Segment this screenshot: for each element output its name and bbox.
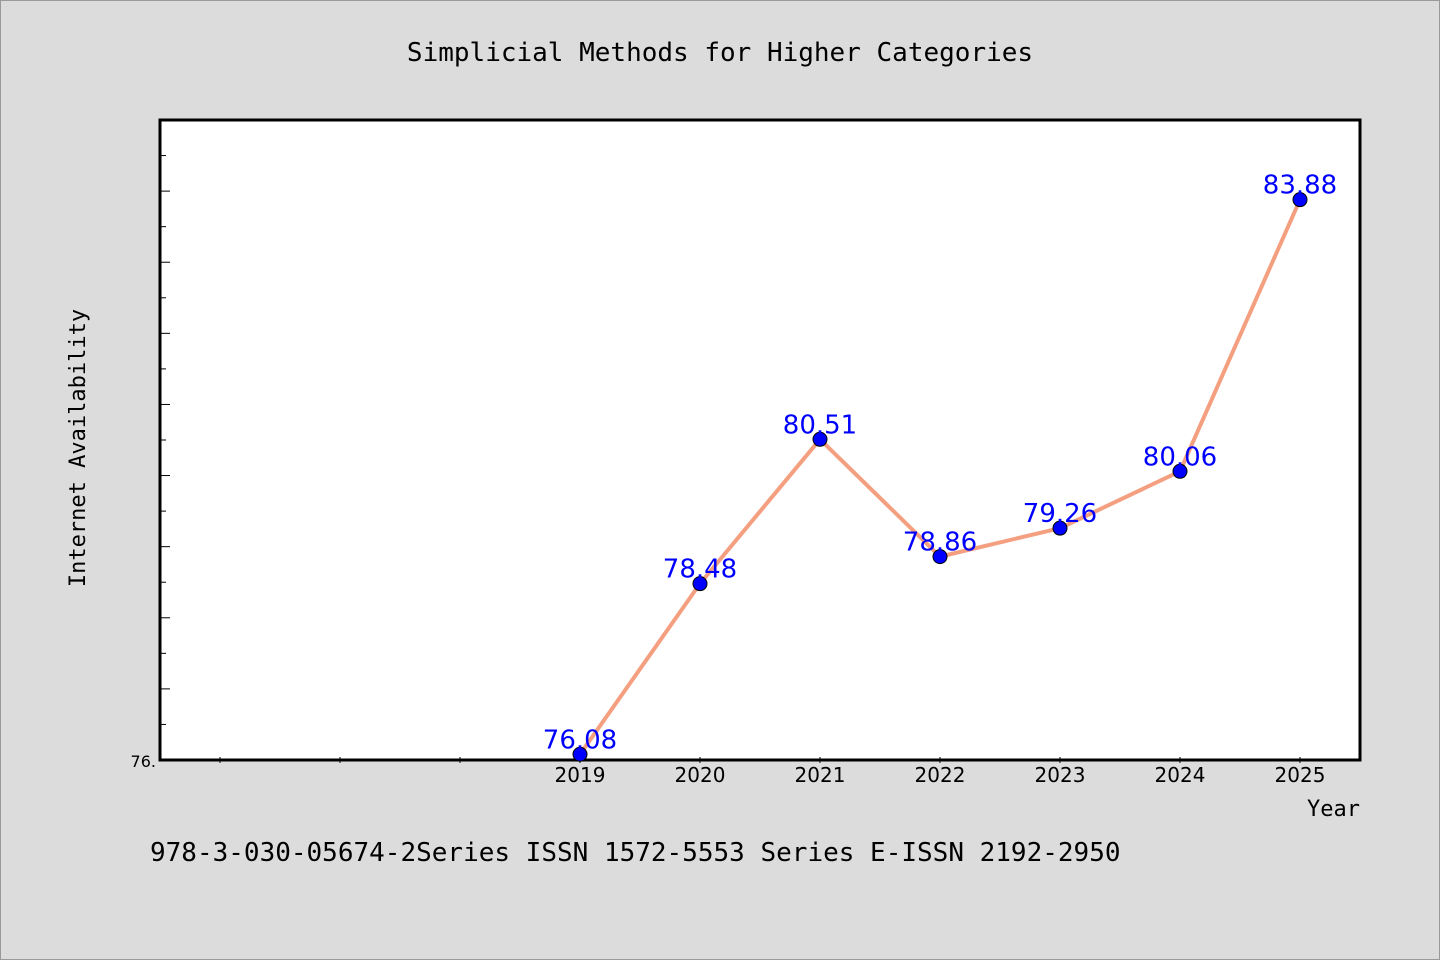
data-label: 83.88 (1263, 171, 1337, 201)
data-point-marker (812, 431, 828, 447)
series-markers (572, 192, 1308, 762)
data-point-marker (1292, 192, 1308, 208)
data-label: 78.86 (903, 528, 977, 558)
x-tick-label: 2019 (555, 763, 606, 787)
data-labels: 76.08 78.48 80.51 78.86 79.26 80.06 83.88 (543, 171, 1337, 756)
chart-title: Simplicial Methods for Higher Categories (407, 38, 1033, 68)
data-label: 80.51 (783, 410, 857, 440)
data-point-marker (1052, 520, 1068, 536)
x-tick-label: 2025 (1275, 763, 1326, 787)
x-axis-label: Year (1307, 797, 1360, 822)
data-label: 80.06 (1143, 442, 1217, 472)
y-axis-label: Internet Availability (66, 309, 91, 587)
data-label: 76.08 (543, 725, 617, 755)
data-label: 78.48 (663, 555, 737, 585)
x-tick-label: 2021 (795, 763, 846, 787)
data-point-marker (572, 746, 588, 762)
x-axis-tick-labels: 2019 2020 2021 2022 2023 2024 2025 (555, 763, 1326, 787)
data-point-marker (692, 576, 708, 592)
y-tick-label: 76. (131, 752, 156, 771)
y-axis-ticks (160, 119, 170, 761)
data-label: 79.26 (1023, 499, 1097, 529)
x-tick-label: 2020 (675, 763, 726, 787)
x-tick-label: 2024 (1155, 763, 1206, 787)
plot-area (158, 118, 1362, 762)
data-point-marker (1172, 463, 1188, 479)
x-tick-label: 2022 (915, 763, 966, 787)
x-tick-label: 2023 (1035, 763, 1086, 787)
footer-text: 978-3-030-05674-2Series ISSN 1572-5553 S… (150, 838, 1121, 868)
data-point-marker (932, 549, 948, 565)
